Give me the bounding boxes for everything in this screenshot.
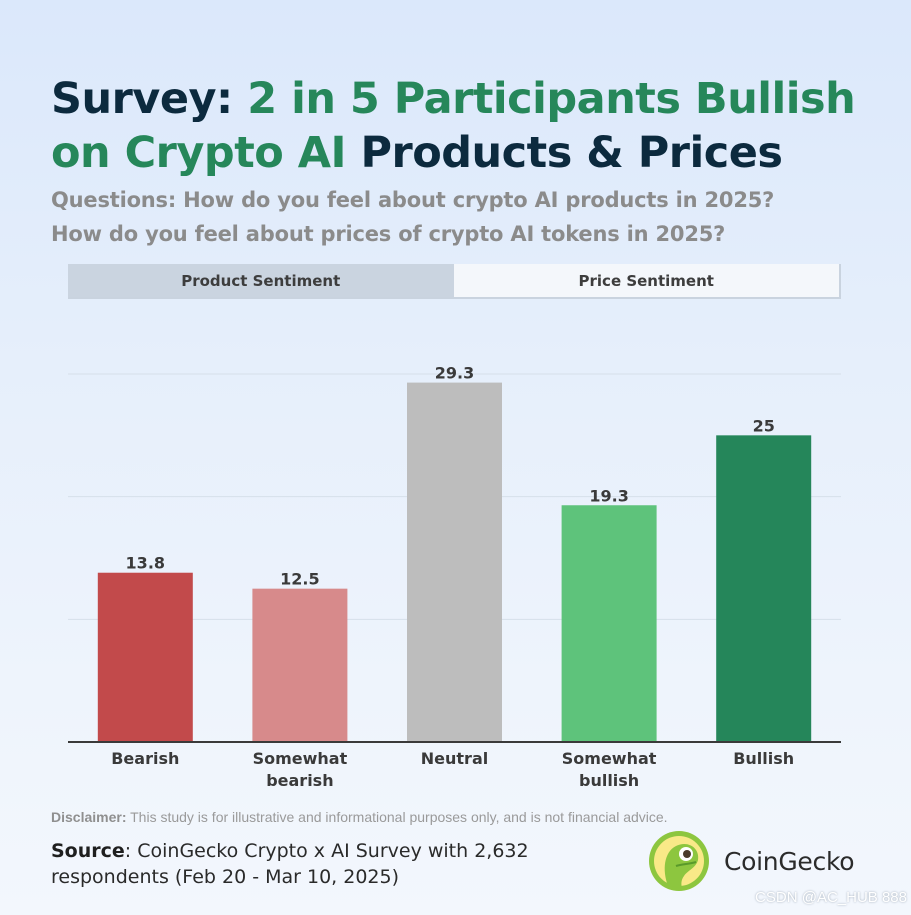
- subtitle-line-1: Questions: How do you feel about crypto …: [51, 188, 775, 212]
- source-note: Source: CoinGecko Crypto x AI Survey wit…: [51, 838, 591, 890]
- source-text: : CoinGecko Crypto x AI Survey with 2,63…: [51, 840, 529, 888]
- data-label: 29.3: [435, 364, 474, 383]
- tab-product-sentiment[interactable]: Product Sentiment: [68, 264, 454, 297]
- page-subtitle: Questions: How do you feel about crypto …: [51, 183, 871, 251]
- category-label: bearish: [266, 771, 333, 790]
- page-title: Survey: 2 in 5 Participants Bullish on C…: [51, 72, 881, 180]
- brand: CoinGecko: [648, 830, 855, 892]
- disclaimer: Disclaimer: This study is for illustrati…: [51, 809, 811, 825]
- bar: [561, 505, 657, 742]
- category-label: Neutral: [421, 749, 488, 768]
- title-highlight: 2 in 5 Participants Bullish on Crypto AI: [51, 74, 856, 178]
- data-label: 19.3: [589, 486, 628, 505]
- bar: [407, 382, 502, 742]
- title-part-1: Survey:: [51, 74, 248, 124]
- disclaimer-label: Disclaimer:: [51, 809, 127, 825]
- source-label: Source: [51, 840, 125, 862]
- bar: [716, 435, 812, 742]
- data-label: 12.5: [280, 570, 319, 589]
- tab-price-sentiment[interactable]: Price Sentiment: [453, 264, 839, 297]
- coingecko-logo-icon: [649, 831, 709, 891]
- data-label: 25: [753, 416, 775, 435]
- title-part-3: Products & Prices: [346, 128, 783, 178]
- category-label: bullish: [579, 771, 639, 790]
- watermark: CSDN @AC_HUB 888: [755, 889, 907, 906]
- subtitle-line-2: How do you feel about prices of crypto A…: [51, 222, 726, 246]
- category-label: Somewhat: [253, 749, 348, 768]
- bar: [97, 572, 193, 742]
- category-label: Bullish: [733, 749, 794, 768]
- category-label: Somewhat: [562, 749, 657, 768]
- disclaimer-text: This study is for illustrative and infor…: [126, 809, 668, 825]
- data-label: 13.8: [126, 554, 165, 573]
- bar-chart: 13.8 Bearish 12.5 Somewhat bearish 29.3 Neutra…: [68, 364, 841, 790]
- category-label: Bearish: [111, 749, 179, 768]
- sentiment-tabs: Product Sentiment Price Sentiment: [68, 264, 841, 299]
- brand-name: CoinGecko: [724, 846, 855, 876]
- bar: [252, 588, 348, 742]
